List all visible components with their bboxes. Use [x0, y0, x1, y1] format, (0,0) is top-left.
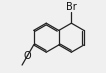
Text: Br: Br [66, 2, 76, 12]
Text: O: O [24, 51, 31, 61]
